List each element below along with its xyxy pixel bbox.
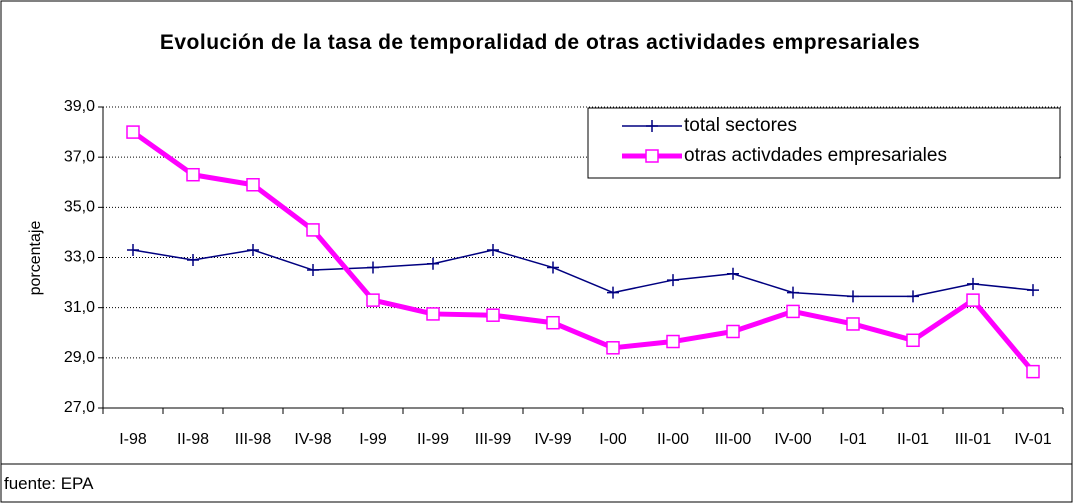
- point-marker: [307, 264, 319, 277]
- point-marker: [127, 243, 139, 256]
- y-tick-label: 27,0: [64, 399, 95, 416]
- chart-title: Evolución de la tasa de temporalidad de …: [159, 31, 921, 54]
- point-marker: [646, 120, 658, 132]
- legend-label: total sectores: [684, 115, 797, 136]
- point-marker: [645, 149, 659, 163]
- y-tick-label: 35,0: [64, 199, 95, 216]
- x-tick-label: III-99: [475, 431, 512, 448]
- point-marker: [487, 243, 499, 256]
- point-marker: [667, 274, 679, 287]
- point-marker: [726, 324, 740, 339]
- point-marker: [547, 261, 559, 274]
- x-tick-label: III-01: [955, 431, 992, 448]
- point-marker: [306, 223, 320, 237]
- point-marker: [367, 261, 379, 274]
- point-marker: [907, 290, 919, 303]
- legend-box: [587, 107, 1061, 179]
- point-marker: [666, 334, 680, 349]
- y-axis-label: porcentaje: [27, 221, 44, 296]
- point-marker: [426, 307, 440, 321]
- point-marker: [606, 341, 620, 355]
- y-tick-label: 31,0: [64, 299, 95, 316]
- point-marker: [966, 293, 980, 307]
- point-marker: [847, 290, 859, 303]
- point-marker: [727, 267, 739, 280]
- x-tick-label: II-98: [177, 431, 209, 448]
- point-marker: [846, 317, 860, 331]
- x-tick-label: II-99: [417, 431, 449, 448]
- point-marker: [246, 178, 260, 192]
- point-marker: [546, 315, 560, 330]
- point-marker: [906, 333, 920, 348]
- point-marker: [427, 257, 439, 270]
- legend-label: otras activdades empresariales: [684, 145, 947, 166]
- x-tick-label: IV-99: [534, 431, 571, 448]
- x-tick-label: I-98: [119, 431, 147, 448]
- y-tick-label: 39,0: [64, 98, 95, 115]
- x-tick-label: IV-00: [774, 431, 811, 448]
- point-marker: [247, 243, 259, 256]
- chart-frame: [0, 0, 1073, 465]
- point-marker: [967, 277, 979, 290]
- x-tick-label: II-01: [897, 431, 929, 448]
- y-tick-label: 37,0: [64, 148, 95, 165]
- y-tick-label: 29,0: [64, 349, 95, 366]
- point-marker: [366, 293, 380, 307]
- x-tick-label: III-98: [235, 431, 272, 448]
- point-marker: [187, 254, 199, 267]
- x-tick-label: I-00: [599, 431, 627, 448]
- point-marker: [186, 167, 200, 182]
- point-marker: [786, 304, 800, 319]
- x-tick-label: II-00: [657, 431, 689, 448]
- x-tick-label: IV-01: [1014, 431, 1051, 448]
- series-line: [131, 130, 1035, 374]
- x-tick-label: I-99: [359, 431, 387, 448]
- x-tick-label: IV-98: [294, 431, 331, 448]
- y-tick-label: 33,0: [64, 249, 95, 266]
- source: fuente: EPA: [4, 474, 94, 493]
- point-marker: [607, 286, 619, 299]
- x-tick-label: III-00: [715, 431, 752, 448]
- point-marker: [1027, 284, 1039, 297]
- point-marker: [787, 286, 799, 299]
- point-marker: [1026, 364, 1040, 379]
- x-tick-label: I-01: [839, 431, 867, 448]
- series-line: [132, 249, 1034, 298]
- point-marker: [126, 125, 140, 139]
- point-marker: [486, 308, 500, 322]
